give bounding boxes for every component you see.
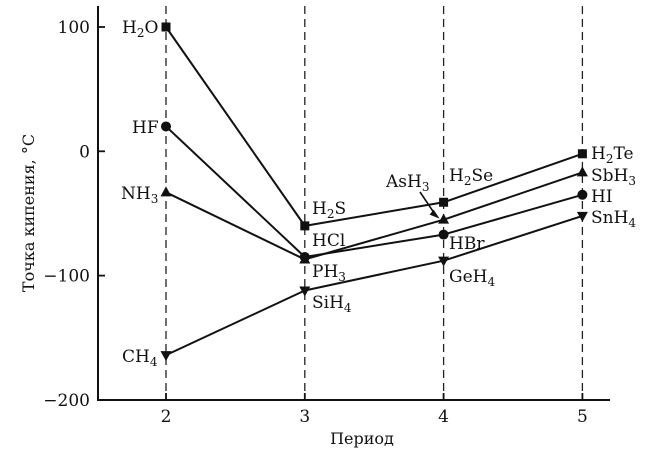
tick-labels: 100 0 −100 −200 2 3 4 5 [43,18,588,427]
point-labels: H2O H2S H2Se H2Te HF HCl HBr HI NH3 PH3 AsH3 SbH3 CH… [121,18,636,369]
point-label-4-4: SnH4 [591,208,636,230]
point-label-3-3: AsH3 [385,172,429,194]
point-label-4-1: CH4 [122,347,158,369]
series-3-point-2 [299,253,311,264]
series-3-point-4 [576,166,588,177]
x-tick-label: 5 [577,407,588,427]
point-label-3-4: SbH3 [591,166,636,188]
series-2-point-3 [438,229,449,240]
series-1-point-1 [161,22,171,32]
y-tick-label: 0 [79,142,90,162]
series-4-point-4 [576,211,588,222]
point-label-3-1: NH3 [121,184,158,206]
series-line-1 [165,26,583,227]
point-label-2-2: HCl [312,231,345,251]
point-label-2-4: HI [591,187,613,207]
point-label-1-4: H2Te [591,144,634,166]
axes [97,6,610,401]
x-tick-label: 3 [299,407,310,427]
series-3-point-3 [438,213,450,224]
series-line-3 [165,171,583,261]
series-3-point-1 [160,186,172,197]
y-tick-label: 100 [58,18,90,38]
series-1-point-3 [439,197,449,207]
x-tick-label: 4 [438,407,449,427]
point-label-4-2: SiH4 [312,293,352,315]
series-markers [160,22,588,362]
x-tick-label: 2 [161,407,172,427]
point-label-1-1: H2O [122,18,158,40]
series-4-point-2 [299,286,311,297]
series-2-point-1 [161,121,171,132]
y-axis-title: Точка кипения, °C [19,134,38,292]
y-tick-label: −200 [43,391,90,411]
point-label-3-2: PH3 [312,262,346,284]
ash3-arrow-head [429,209,440,219]
series-4-point-1 [160,351,172,362]
point-label-4-3: GeH4 [449,267,495,289]
point-label-2-1: HF [132,118,159,138]
series-line-2 [165,125,583,258]
x-axis-title: Период [330,429,394,448]
point-label-1-3: H2Se [449,166,493,188]
series-2-point-4 [577,189,588,200]
point-label-2-3: HBr [449,234,485,254]
series-line-4 [165,214,583,357]
series-lines [165,26,583,357]
grid [165,6,584,400]
y-tick-label: −100 [43,267,90,287]
series-1-point-4 [577,149,587,159]
series-1-point-2 [300,221,310,231]
point-label-1-2: H2S [312,199,346,221]
series-4-point-3 [438,256,450,267]
